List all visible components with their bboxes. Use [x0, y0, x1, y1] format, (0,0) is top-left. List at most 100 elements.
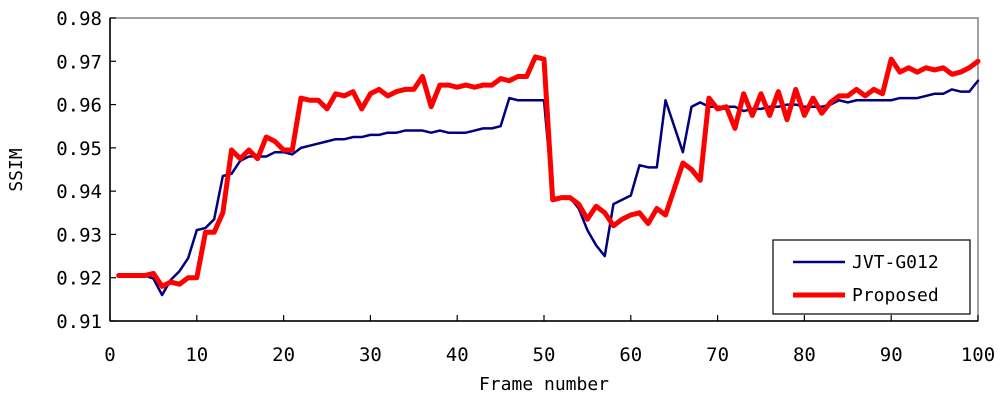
- data-point-proposed: [144, 274, 146, 277]
- data-point-proposed: [630, 214, 632, 216]
- data-point-proposed: [682, 162, 684, 164]
- x-tick-label: 0: [104, 344, 115, 366]
- data-point-jvt-g012: [473, 129, 476, 132]
- data-point-proposed: [855, 88, 858, 91]
- data-point-proposed: [777, 90, 779, 93]
- data-point-jvt-g012: [682, 151, 684, 153]
- data-point-proposed: [248, 149, 250, 151]
- data-point-proposed: [708, 97, 710, 99]
- data-point-proposed: [647, 223, 649, 225]
- data-point-proposed: [769, 114, 771, 116]
- data-point-proposed: [491, 84, 493, 86]
- data-point-proposed: [387, 95, 389, 97]
- x-tick-label: 30: [359, 344, 382, 366]
- data-point-proposed: [586, 218, 589, 220]
- data-point-proposed: [447, 84, 450, 86]
- data-point-proposed: [161, 285, 163, 287]
- data-point-jvt-g012: [274, 151, 276, 153]
- data-point-proposed: [196, 277, 198, 279]
- data-point-proposed: [118, 274, 120, 277]
- data-point-proposed: [664, 214, 667, 216]
- data-point-proposed: [552, 199, 554, 201]
- data-point-proposed: [309, 99, 311, 101]
- data-point-proposed: [256, 158, 259, 160]
- data-point-proposed: [890, 58, 892, 60]
- data-point-proposed: [638, 212, 641, 214]
- x-tick-label: 90: [880, 344, 903, 366]
- data-point-proposed: [517, 75, 519, 78]
- x-tick-label: 20: [272, 344, 295, 366]
- legend: JVT-G012 Proposed: [772, 239, 971, 315]
- data-point-proposed: [152, 272, 154, 274]
- data-point-proposed: [734, 127, 736, 129]
- data-point-jvt-g012: [664, 99, 667, 101]
- legend-label-proposed: Proposed: [852, 285, 939, 306]
- data-point-jvt-g012: [430, 132, 432, 134]
- y-tick-label: 0.97: [56, 51, 102, 73]
- data-point-proposed: [847, 95, 849, 97]
- data-point-proposed: [404, 88, 406, 91]
- data-point-jvt-g012: [196, 229, 198, 231]
- data-point-proposed: [699, 179, 701, 181]
- data-point-jvt-g012: [369, 134, 371, 136]
- data-point-proposed: [343, 95, 345, 97]
- data-point-proposed: [960, 71, 962, 73]
- data-point-jvt-g012: [178, 270, 181, 272]
- data-point-proposed: [690, 168, 693, 171]
- data-point-proposed: [821, 112, 823, 114]
- data-point-jvt-g012: [413, 129, 415, 132]
- data-point-proposed: [595, 205, 597, 207]
- data-point-jvt-g012: [916, 97, 918, 99]
- data-point-proposed: [473, 86, 476, 88]
- y-tick-label: 0.93: [56, 224, 102, 246]
- data-point-proposed: [899, 71, 901, 73]
- series-line-proposed: [116, 54, 981, 289]
- y-tick-label: 0.91: [56, 311, 102, 333]
- data-point-proposed: [178, 283, 181, 285]
- data-point-proposed: [465, 84, 467, 86]
- data-point-jvt-g012: [161, 294, 163, 296]
- data-point-proposed: [456, 86, 458, 88]
- data-point-jvt-g012: [300, 147, 302, 149]
- data-point-jvt-g012: [847, 101, 849, 104]
- data-point-jvt-g012: [951, 88, 953, 91]
- data-point-proposed: [291, 149, 293, 151]
- data-point-jvt-g012: [265, 155, 267, 158]
- data-point-proposed: [283, 149, 285, 151]
- data-point-jvt-g012: [621, 199, 623, 201]
- data-point-proposed: [907, 67, 910, 69]
- data-point-proposed: [578, 203, 580, 205]
- data-point-jvt-g012: [673, 125, 675, 127]
- data-point-jvt-g012: [769, 106, 771, 108]
- y-tick-label: 0.96: [56, 95, 102, 117]
- data-point-proposed: [265, 136, 267, 138]
- data-point-proposed: [916, 71, 918, 73]
- data-point-proposed: [361, 108, 363, 110]
- data-point-proposed: [717, 108, 719, 110]
- data-point-proposed: [656, 207, 658, 210]
- data-point-proposed: [942, 67, 944, 69]
- data-point-jvt-g012: [838, 99, 840, 101]
- data-point-jvt-g012: [309, 145, 311, 147]
- x-axis-title: Frame number: [479, 374, 609, 395]
- data-point-jvt-g012: [421, 129, 424, 132]
- data-point-proposed: [230, 149, 233, 151]
- data-point-jvt-g012: [335, 138, 337, 140]
- data-point-proposed: [881, 93, 884, 95]
- data-point-proposed: [204, 231, 207, 233]
- data-point-jvt-g012: [395, 132, 398, 134]
- data-point-jvt-g012: [456, 132, 458, 134]
- data-point-jvt-g012: [734, 106, 736, 108]
- data-point-jvt-g012: [326, 140, 328, 142]
- data-point-jvt-g012: [500, 125, 502, 127]
- y-tick-label: 0.98: [56, 8, 102, 30]
- data-point-proposed: [430, 106, 432, 108]
- data-point-jvt-g012: [960, 90, 962, 93]
- data-point-proposed: [187, 277, 189, 279]
- data-point-jvt-g012: [890, 99, 892, 101]
- x-tick-label: 60: [619, 344, 642, 366]
- data-point-jvt-g012: [777, 106, 779, 108]
- y-axis-title: SSIM: [6, 148, 27, 192]
- data-point-proposed: [300, 97, 302, 99]
